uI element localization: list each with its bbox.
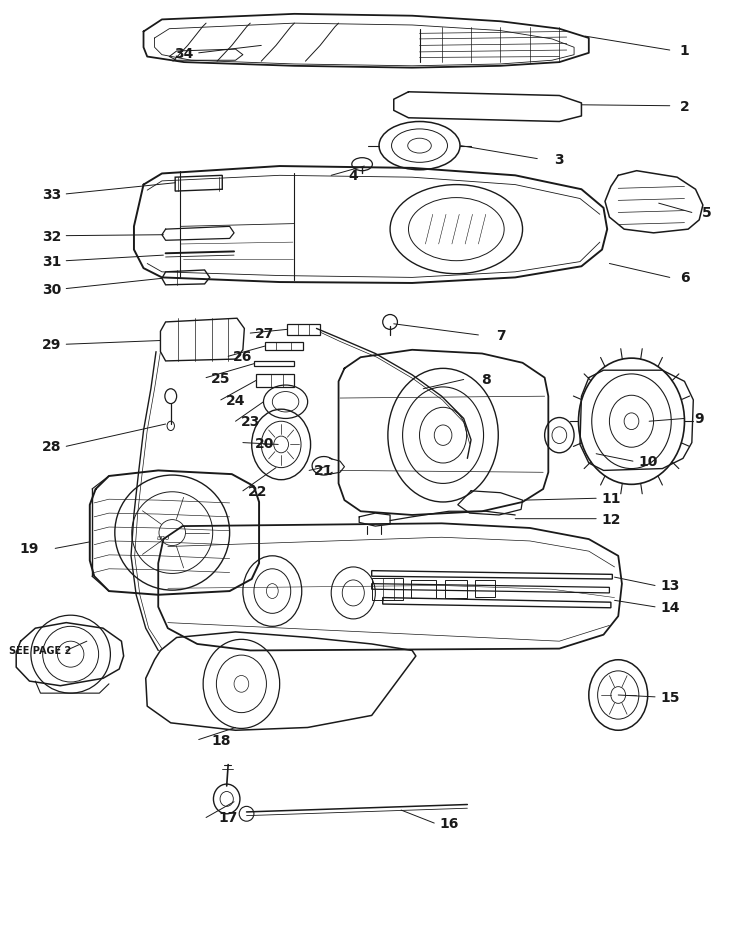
- Text: 26: 26: [233, 349, 252, 364]
- Bar: [475, 580, 495, 597]
- Text: 30: 30: [42, 282, 61, 297]
- Text: 29: 29: [42, 337, 61, 352]
- Text: 10: 10: [638, 454, 657, 469]
- Text: 9: 9: [694, 412, 704, 426]
- Text: 19: 19: [20, 541, 39, 556]
- Text: 5: 5: [701, 206, 712, 221]
- Text: 2: 2: [679, 99, 690, 114]
- Text: 31: 31: [42, 254, 61, 269]
- Text: 17: 17: [219, 810, 238, 825]
- Text: 18: 18: [211, 732, 230, 747]
- Bar: [372, 578, 403, 601]
- Text: 15: 15: [660, 690, 679, 705]
- Text: 25: 25: [211, 371, 230, 386]
- Text: 20: 20: [255, 436, 275, 451]
- Text: 28: 28: [42, 439, 61, 454]
- Text: 22: 22: [248, 484, 267, 499]
- Text: 32: 32: [42, 229, 61, 244]
- Text: SEE PAGE 2: SEE PAGE 2: [10, 646, 71, 655]
- Text: 1: 1: [679, 44, 690, 58]
- Text: 11: 11: [601, 491, 620, 506]
- Bar: [445, 580, 467, 599]
- Text: 16: 16: [439, 816, 459, 831]
- Text: 7: 7: [495, 328, 506, 343]
- Text: uno: uno: [157, 535, 170, 540]
- Text: 24: 24: [226, 393, 245, 408]
- Text: 33: 33: [42, 187, 61, 202]
- Text: 12: 12: [601, 512, 620, 527]
- Text: 23: 23: [241, 414, 260, 429]
- Text: 6: 6: [679, 271, 690, 286]
- Bar: [411, 580, 436, 599]
- Text: 13: 13: [660, 578, 679, 593]
- Text: 3: 3: [554, 152, 565, 167]
- Text: 14: 14: [660, 600, 679, 615]
- Text: 4: 4: [348, 169, 358, 184]
- Text: 21: 21: [314, 464, 333, 478]
- Text: 27: 27: [255, 326, 275, 341]
- Text: 8: 8: [481, 373, 491, 387]
- Text: 34: 34: [174, 46, 194, 61]
